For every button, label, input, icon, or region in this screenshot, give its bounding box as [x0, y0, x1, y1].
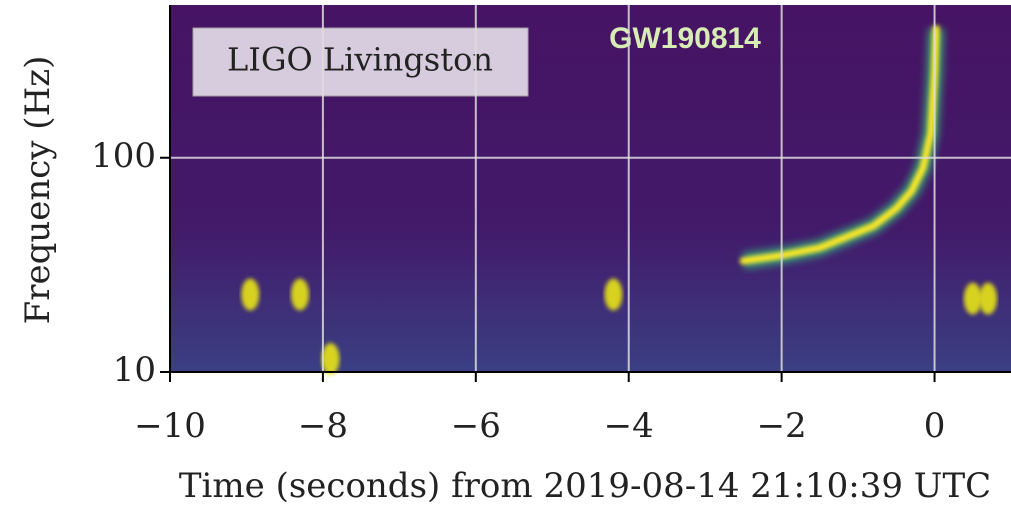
hotspot — [979, 282, 998, 315]
x-tick-label: 0 — [924, 406, 946, 446]
y-tick-label: 10 — [113, 350, 156, 390]
hotspot — [604, 278, 623, 311]
hotspot — [321, 342, 340, 375]
hotspot — [241, 278, 260, 311]
x-axis-label: Time (seconds) from 2019-08-14 21:10:39 … — [179, 466, 991, 506]
x-tick-label: −6 — [451, 406, 501, 446]
x-tick-label: −10 — [134, 406, 206, 446]
y-axis-label: Frequency (Hz) — [18, 56, 58, 325]
hotspot — [963, 282, 982, 315]
annotation-box — [192, 27, 529, 97]
x-tick-label: −2 — [757, 406, 807, 446]
chirp-track — [739, 25, 940, 265]
y-tick-label: 100 — [91, 136, 156, 176]
chart-title: GW190814 — [609, 22, 761, 55]
x-tick-label: −4 — [604, 406, 654, 446]
hotspot — [290, 278, 309, 311]
x-tick-label: −8 — [298, 406, 348, 446]
plot-layer — [241, 25, 998, 375]
annotation: LIGO Livingston — [227, 41, 493, 79]
